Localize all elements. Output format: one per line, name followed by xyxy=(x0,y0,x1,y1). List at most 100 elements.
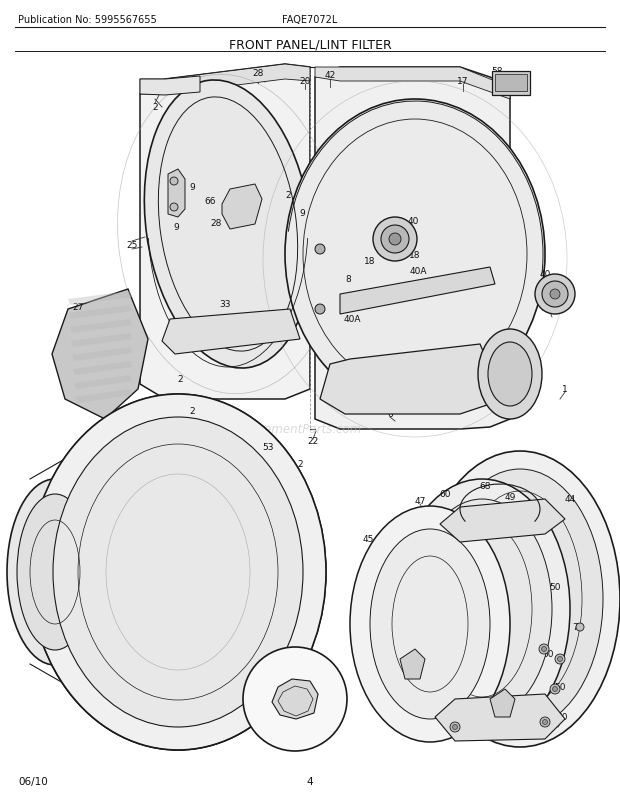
Text: 39: 39 xyxy=(290,732,301,742)
Text: 53: 53 xyxy=(262,443,274,452)
Circle shape xyxy=(243,647,347,751)
Text: 58: 58 xyxy=(491,67,503,76)
Text: 22: 22 xyxy=(308,437,319,446)
Polygon shape xyxy=(140,65,310,95)
Polygon shape xyxy=(55,395,178,749)
Text: 40A: 40A xyxy=(471,375,489,384)
Polygon shape xyxy=(435,695,565,741)
Text: 28: 28 xyxy=(210,219,222,229)
Ellipse shape xyxy=(285,100,545,410)
Text: 50: 50 xyxy=(542,650,554,658)
Circle shape xyxy=(552,687,557,691)
Polygon shape xyxy=(68,292,132,306)
Text: FRONT PANEL/LINT FILTER: FRONT PANEL/LINT FILTER xyxy=(229,38,391,51)
Polygon shape xyxy=(73,362,132,375)
Text: 9: 9 xyxy=(299,209,305,217)
Text: Publication No: 5995567655: Publication No: 5995567655 xyxy=(18,15,157,25)
Circle shape xyxy=(542,719,547,724)
Text: 28: 28 xyxy=(252,68,264,78)
Polygon shape xyxy=(71,334,132,347)
Polygon shape xyxy=(140,65,310,399)
Text: 2: 2 xyxy=(182,443,188,452)
Text: 52: 52 xyxy=(534,573,546,581)
Circle shape xyxy=(576,623,584,631)
Ellipse shape xyxy=(30,395,326,750)
Polygon shape xyxy=(74,375,132,390)
Ellipse shape xyxy=(488,342,532,407)
Polygon shape xyxy=(315,68,510,429)
Text: 40A: 40A xyxy=(343,315,361,324)
Text: 42: 42 xyxy=(324,71,335,80)
Circle shape xyxy=(535,274,575,314)
Circle shape xyxy=(550,684,560,695)
Circle shape xyxy=(557,657,562,662)
Text: 70: 70 xyxy=(572,622,584,632)
Text: 2: 2 xyxy=(152,103,158,111)
Text: 17: 17 xyxy=(458,78,469,87)
Text: 49: 49 xyxy=(504,493,516,502)
Polygon shape xyxy=(222,184,262,229)
Polygon shape xyxy=(168,170,185,217)
Text: 56: 56 xyxy=(142,505,154,514)
Circle shape xyxy=(540,717,550,727)
Ellipse shape xyxy=(437,469,603,729)
Text: 2: 2 xyxy=(177,375,183,384)
Text: 40A: 40A xyxy=(541,305,559,314)
Polygon shape xyxy=(272,679,318,719)
Text: 25: 25 xyxy=(126,241,138,249)
Ellipse shape xyxy=(17,494,93,650)
Text: 6: 6 xyxy=(387,410,393,419)
Polygon shape xyxy=(52,290,148,419)
Circle shape xyxy=(450,722,460,732)
Polygon shape xyxy=(75,390,132,403)
Circle shape xyxy=(373,217,417,261)
Circle shape xyxy=(389,233,401,245)
Text: 9: 9 xyxy=(189,184,195,192)
Circle shape xyxy=(555,654,565,664)
Circle shape xyxy=(315,305,325,314)
Text: 40: 40 xyxy=(407,217,419,226)
Text: 43: 43 xyxy=(388,653,399,662)
Circle shape xyxy=(381,225,409,253)
Polygon shape xyxy=(340,268,495,314)
Polygon shape xyxy=(72,347,132,362)
Text: 27: 27 xyxy=(73,303,84,312)
Text: 1: 1 xyxy=(562,385,568,394)
Text: 52: 52 xyxy=(450,543,461,552)
Text: 26: 26 xyxy=(236,203,247,213)
Text: 20: 20 xyxy=(299,78,311,87)
Ellipse shape xyxy=(420,452,620,747)
Text: 18: 18 xyxy=(409,250,421,259)
Text: 2: 2 xyxy=(297,460,303,469)
Text: 9: 9 xyxy=(173,223,179,233)
Circle shape xyxy=(542,282,568,308)
Circle shape xyxy=(170,204,178,212)
Polygon shape xyxy=(400,649,425,679)
Ellipse shape xyxy=(53,418,303,727)
Polygon shape xyxy=(140,77,200,96)
Text: 60: 60 xyxy=(379,241,391,249)
Polygon shape xyxy=(440,500,565,542)
Text: 28: 28 xyxy=(329,385,340,394)
Circle shape xyxy=(315,245,325,255)
Polygon shape xyxy=(320,345,495,415)
Polygon shape xyxy=(70,320,132,334)
Polygon shape xyxy=(162,310,300,354)
Text: 47: 47 xyxy=(414,497,426,506)
Ellipse shape xyxy=(412,500,552,719)
Circle shape xyxy=(550,290,560,300)
Circle shape xyxy=(541,646,546,652)
Text: 48: 48 xyxy=(24,575,36,584)
Text: 68: 68 xyxy=(489,558,501,567)
Text: 50: 50 xyxy=(554,683,565,691)
Bar xyxy=(492,72,530,96)
Text: 66: 66 xyxy=(204,197,216,206)
Text: 40A: 40A xyxy=(409,267,427,276)
Text: P16D0069: P16D0069 xyxy=(490,729,547,739)
Text: 43: 43 xyxy=(476,707,488,715)
Ellipse shape xyxy=(7,480,103,665)
Text: 46: 46 xyxy=(453,605,464,614)
Polygon shape xyxy=(69,306,132,320)
Text: 44: 44 xyxy=(564,495,575,504)
Text: 2: 2 xyxy=(285,190,291,199)
